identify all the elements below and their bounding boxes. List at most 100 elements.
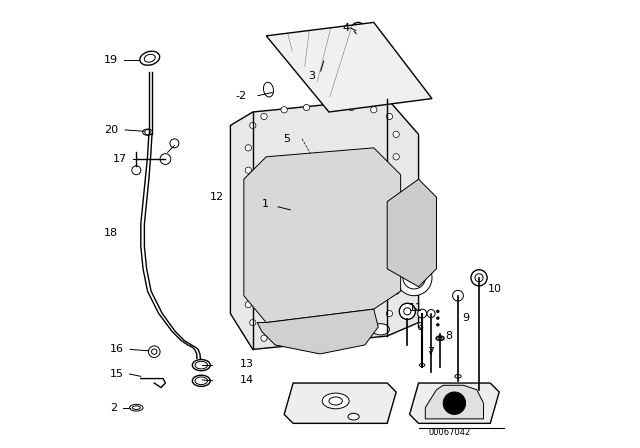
Circle shape <box>245 145 252 151</box>
Polygon shape <box>284 383 396 423</box>
Circle shape <box>436 323 439 326</box>
Circle shape <box>160 154 171 164</box>
Circle shape <box>393 131 399 138</box>
Polygon shape <box>387 179 436 287</box>
Ellipse shape <box>323 393 349 409</box>
Ellipse shape <box>193 375 211 386</box>
Circle shape <box>387 113 392 120</box>
Circle shape <box>132 166 141 175</box>
Circle shape <box>404 308 411 315</box>
Polygon shape <box>266 22 432 112</box>
Circle shape <box>418 309 427 318</box>
Text: 19: 19 <box>104 56 118 65</box>
Text: 00067042: 00067042 <box>429 428 471 437</box>
Circle shape <box>471 270 487 286</box>
Circle shape <box>396 260 432 296</box>
Text: 2: 2 <box>110 403 118 413</box>
Ellipse shape <box>436 336 444 340</box>
Ellipse shape <box>348 414 359 420</box>
Polygon shape <box>230 99 419 349</box>
Ellipse shape <box>419 363 425 366</box>
Text: 13: 13 <box>239 359 253 369</box>
Circle shape <box>326 337 332 344</box>
Text: 1: 1 <box>262 199 269 209</box>
Circle shape <box>261 113 267 120</box>
Circle shape <box>348 104 355 111</box>
Ellipse shape <box>132 406 140 409</box>
Circle shape <box>475 274 483 282</box>
Circle shape <box>145 129 150 135</box>
Circle shape <box>444 392 466 414</box>
Circle shape <box>250 319 256 326</box>
Polygon shape <box>244 148 401 323</box>
Text: 11: 11 <box>409 303 422 313</box>
Circle shape <box>393 243 399 250</box>
Circle shape <box>436 310 439 313</box>
Polygon shape <box>410 383 499 423</box>
Circle shape <box>393 288 399 294</box>
Circle shape <box>355 26 361 32</box>
Ellipse shape <box>438 337 442 340</box>
Circle shape <box>148 346 160 358</box>
Ellipse shape <box>144 54 156 62</box>
Text: 15: 15 <box>110 369 124 379</box>
Circle shape <box>261 335 267 341</box>
Text: 10: 10 <box>488 284 502 294</box>
Ellipse shape <box>372 323 390 335</box>
Circle shape <box>250 122 256 129</box>
Ellipse shape <box>329 397 342 405</box>
Circle shape <box>245 212 252 218</box>
Polygon shape <box>425 385 484 419</box>
Circle shape <box>281 337 287 344</box>
Circle shape <box>393 198 399 205</box>
Ellipse shape <box>140 51 159 65</box>
Text: 4: 4 <box>343 23 350 33</box>
Circle shape <box>371 107 377 113</box>
Ellipse shape <box>130 405 143 411</box>
Text: 18: 18 <box>104 228 118 238</box>
Circle shape <box>387 310 392 317</box>
Circle shape <box>348 335 355 341</box>
Text: -2: -2 <box>235 91 246 101</box>
Ellipse shape <box>143 129 152 135</box>
Circle shape <box>245 190 252 196</box>
Circle shape <box>427 310 435 318</box>
Circle shape <box>393 221 399 227</box>
Text: 5: 5 <box>283 134 290 144</box>
Circle shape <box>371 324 377 330</box>
Circle shape <box>399 303 415 319</box>
Ellipse shape <box>193 359 211 370</box>
Text: 12: 12 <box>210 192 224 202</box>
Text: 14: 14 <box>239 375 253 385</box>
Circle shape <box>393 176 399 182</box>
Circle shape <box>393 154 399 160</box>
Circle shape <box>152 349 157 354</box>
Circle shape <box>452 290 463 301</box>
Circle shape <box>245 302 252 308</box>
Circle shape <box>245 257 252 263</box>
Circle shape <box>316 49 324 58</box>
Text: 3: 3 <box>308 71 316 81</box>
Text: 7: 7 <box>427 347 434 357</box>
Ellipse shape <box>195 361 207 369</box>
Text: 20: 20 <box>104 125 118 135</box>
Circle shape <box>403 267 425 289</box>
Circle shape <box>245 279 252 285</box>
Circle shape <box>303 104 310 111</box>
Circle shape <box>351 22 365 36</box>
Ellipse shape <box>476 386 482 389</box>
Circle shape <box>245 167 252 173</box>
Ellipse shape <box>264 82 273 97</box>
Ellipse shape <box>455 375 461 378</box>
Circle shape <box>245 234 252 241</box>
Polygon shape <box>257 309 378 354</box>
Ellipse shape <box>195 377 207 384</box>
Circle shape <box>393 266 399 272</box>
Text: 17: 17 <box>113 154 127 164</box>
Text: 8: 8 <box>445 331 452 341</box>
Text: 9: 9 <box>463 313 470 323</box>
Circle shape <box>281 107 287 113</box>
Circle shape <box>326 103 332 110</box>
Text: 6: 6 <box>417 322 423 332</box>
Circle shape <box>170 139 179 148</box>
